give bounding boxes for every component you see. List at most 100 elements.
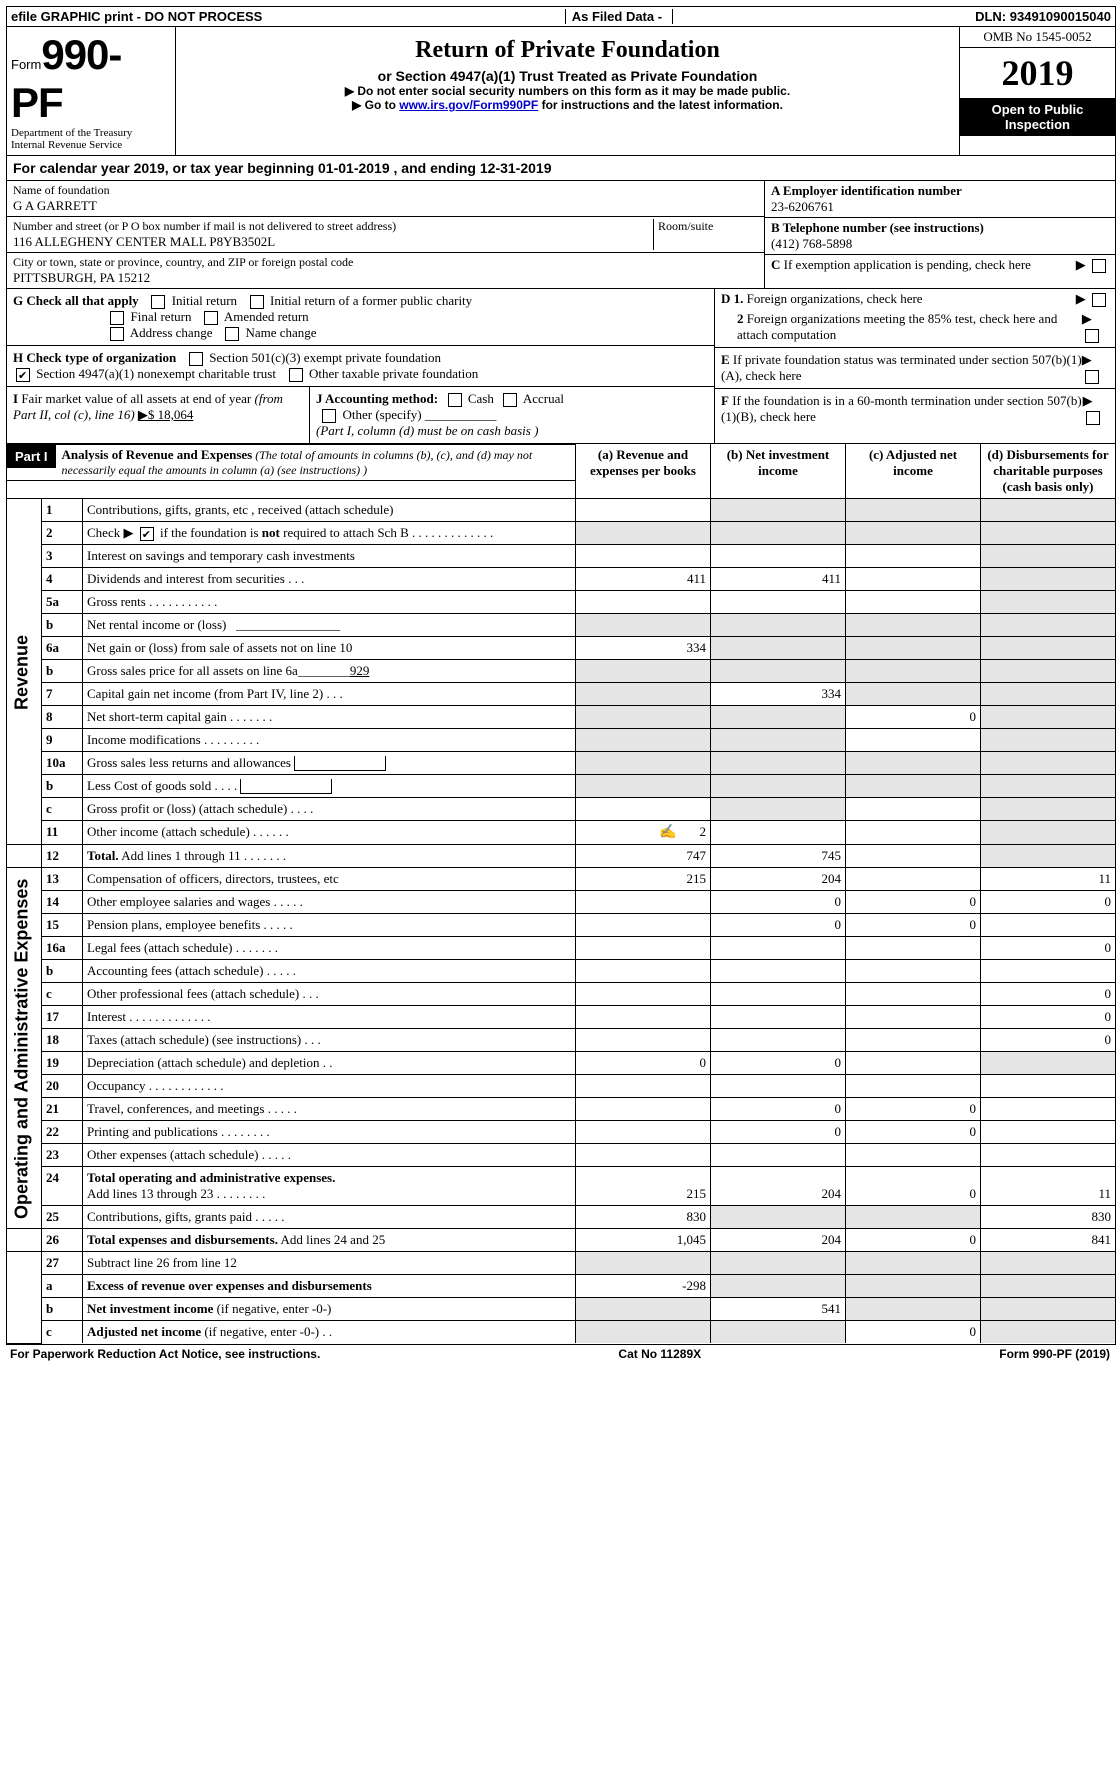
row-8: 8Net short-term capital gain . . . . . .…	[7, 706, 1115, 729]
c-checkbox[interactable]	[1092, 259, 1106, 273]
g-opt-name: Name change	[245, 325, 316, 340]
row-7: 7Capital gain net income (from Part IV, …	[7, 683, 1115, 706]
h-4947-checkbox[interactable]	[16, 368, 30, 382]
row-10b: bLess Cost of goods sold . . . .	[7, 775, 1115, 798]
g-opt-initial: Initial return	[172, 293, 237, 308]
entity-block: Name of foundation G A GARRETT Number an…	[7, 181, 1115, 289]
h-opt-other: Other taxable private foundation	[309, 366, 478, 381]
form-990pf: 990-PF	[11, 31, 121, 126]
row-10c: cGross profit or (loss) (attach schedule…	[7, 798, 1115, 821]
form-prefix: Form	[11, 57, 41, 72]
e-checkbox[interactable]	[1085, 370, 1099, 384]
g-opt-amended: Amended return	[224, 309, 309, 324]
instr-ssn: ▶ Do not enter social security numbers o…	[184, 84, 951, 98]
instr-pre: ▶ Go to	[352, 98, 399, 112]
h-other-checkbox[interactable]	[289, 368, 303, 382]
omb-number: OMB No 1545-0052	[960, 27, 1115, 48]
j-other-checkbox[interactable]	[322, 409, 336, 423]
g-label: G Check all that apply	[13, 293, 139, 308]
expenses-side: Operating and Administrative Expenses	[7, 868, 42, 1229]
row-20: 20Occupancy . . . . . . . . . . . .	[7, 1075, 1115, 1098]
col-c-header: (c) Adjusted net income	[846, 444, 981, 499]
j-cash: Cash	[468, 391, 494, 406]
j-cash-checkbox[interactable]	[448, 393, 462, 407]
h-opt-4947: Section 4947(a)(1) nonexempt charitable …	[36, 366, 276, 381]
row-19: 19Depreciation (attach schedule) and dep…	[7, 1052, 1115, 1075]
row-6b: bGross sales price for all assets on lin…	[7, 660, 1115, 683]
schb-checkbox[interactable]	[140, 527, 154, 541]
row-14: 14Other employee salaries and wages . . …	[7, 891, 1115, 914]
name-label: Name of foundation	[13, 183, 758, 198]
row-4: 4Dividends and interest from securities …	[7, 568, 1115, 591]
cal-begin: 01-01-2019	[318, 160, 390, 176]
col-a-header: (a) Revenue and expenses per books	[576, 444, 711, 499]
row-18: 18Taxes (attach schedule) (see instructi…	[7, 1029, 1115, 1052]
instr-link: ▶ Go to www.irs.gov/Form990PF for instru…	[184, 98, 951, 112]
h-opt-501c3: Section 501(c)(3) exempt private foundat…	[209, 350, 441, 365]
instr-post: for instructions and the latest informat…	[538, 98, 783, 112]
row-5b: bNet rental income or (loss) ___________…	[7, 614, 1115, 637]
j-accrual-checkbox[interactable]	[503, 393, 517, 407]
row-17: 17Interest . . . . . . . . . . . . .0	[7, 1006, 1115, 1029]
form-subtitle: or Section 4947(a)(1) Trust Treated as P…	[184, 68, 951, 84]
row-2: 2Check ▶ if the foundation is not requir…	[7, 522, 1115, 545]
cal-end: 12-31-2019	[480, 160, 552, 176]
row-24: 24Total operating and administrative exp…	[7, 1167, 1115, 1206]
ein-value: 23-6206761	[771, 199, 834, 214]
efile-dln: DLN: 93491090015040	[975, 9, 1111, 24]
cal-pre: For calendar year 2019, or tax year begi…	[13, 160, 318, 176]
attach-icon[interactable]: ✍	[659, 825, 676, 840]
efile-left: efile GRAPHIC print - DO NOT PROCESS	[11, 9, 262, 24]
phone-value: (412) 768-5898	[771, 236, 852, 251]
h-label: H Check type of organization	[13, 350, 176, 365]
g-opt-former: Initial return of a former public charit…	[270, 293, 472, 308]
g-initial-checkbox[interactable]	[151, 295, 165, 309]
h-501c3-checkbox[interactable]	[189, 352, 203, 366]
dept-treasury: Department of the Treasury	[11, 127, 171, 139]
calendar-year-row: For calendar year 2019, or tax year begi…	[7, 156, 1115, 181]
f-checkbox[interactable]	[1086, 411, 1100, 425]
i-value: ▶$ 18,064	[138, 407, 194, 422]
d1-checkbox[interactable]	[1092, 293, 1106, 307]
row-15: 15Pension plans, employee benefits . . .…	[7, 914, 1115, 937]
d2-checkbox[interactable]	[1085, 329, 1099, 343]
row-9: 9Income modifications . . . . . . . . .	[7, 729, 1115, 752]
row-26: 26Total expenses and disbursements. Add …	[7, 1229, 1115, 1252]
part1-label: Part I	[7, 445, 56, 468]
j-accrual: Accrual	[523, 391, 564, 406]
row-1: Revenue 1Contributions, gifts, grants, e…	[7, 499, 1115, 522]
row-10a: 10aGross sales less returns and allowanc…	[7, 752, 1115, 775]
c-label: If exemption application is pending, che…	[784, 257, 1031, 272]
col-b-header: (b) Net investment income	[711, 444, 846, 499]
efile-mid: As Filed Data -	[565, 9, 673, 24]
row-11: 11Other income (attach schedule) . . . .…	[7, 821, 1115, 845]
g-amended-checkbox[interactable]	[204, 311, 218, 325]
page-footer: For Paperwork Reduction Act Notice, see …	[6, 1345, 1114, 1363]
row-5a: 5aGross rents . . . . . . . . . . .	[7, 591, 1115, 614]
row-27: 27Subtract line 26 from line 12	[7, 1252, 1115, 1275]
6b-value: 929	[350, 663, 370, 678]
form-container: efile GRAPHIC print - DO NOT PROCESS As …	[6, 6, 1116, 1345]
row-22: 22Printing and publications . . . . . . …	[7, 1121, 1115, 1144]
row-27a: aExcess of revenue over expenses and dis…	[7, 1275, 1115, 1298]
g-former-checkbox[interactable]	[250, 295, 264, 309]
form-title: Return of Private Foundation	[184, 37, 951, 64]
row-27b: bNet investment income (if negative, ent…	[7, 1298, 1115, 1321]
row-16a: 16aLegal fees (attach schedule) . . . . …	[7, 937, 1115, 960]
footer-mid: Cat No 11289X	[618, 1347, 701, 1361]
row-12: 12Total. Add lines 1 through 11 . . . . …	[7, 845, 1115, 868]
tax-year: 2019	[960, 48, 1115, 98]
row-25: 25Contributions, gifts, grants paid . . …	[7, 1206, 1115, 1229]
foundation-address: 116 ALLEGHENY CENTER MALL P8YB3502L	[13, 234, 653, 250]
g-final-checkbox[interactable]	[110, 311, 124, 325]
addr-label: Number and street (or P O box number if …	[13, 219, 653, 234]
g-address-checkbox[interactable]	[110, 327, 124, 341]
checks-block: G Check all that apply Initial return In…	[7, 289, 1115, 444]
ein-label: A Employer identification number	[771, 183, 962, 198]
row-21: 21Travel, conferences, and meetings . . …	[7, 1098, 1115, 1121]
g-name-checkbox[interactable]	[225, 327, 239, 341]
irs-link[interactable]: www.irs.gov/Form990PF	[399, 98, 538, 112]
g-opt-final: Final return	[131, 309, 192, 324]
part1-table: Part I Analysis of Revenue and Expenses …	[7, 444, 1115, 1344]
revenue-side: Revenue	[7, 499, 42, 845]
